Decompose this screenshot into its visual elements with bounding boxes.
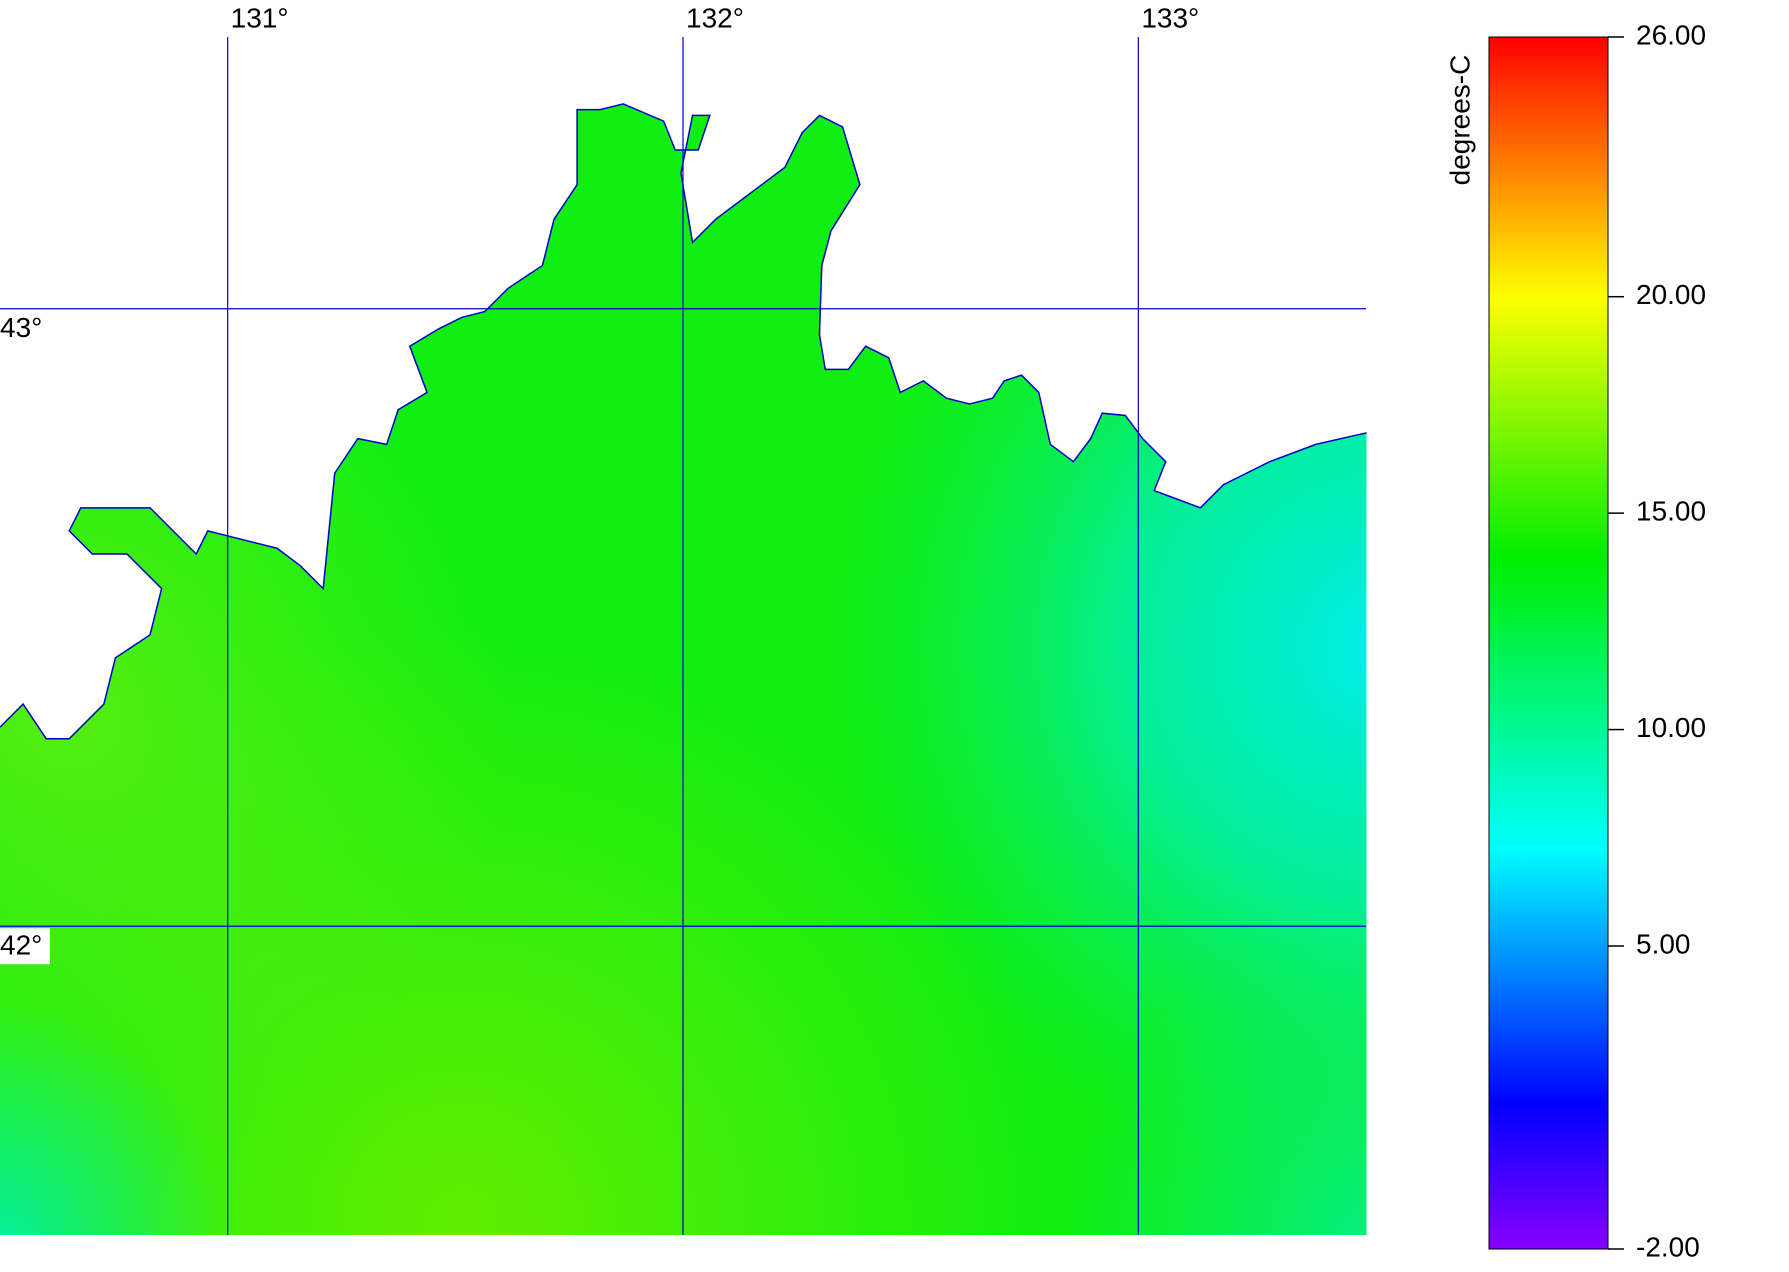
longitude-label: 131°	[231, 2, 289, 33]
colorbar-tick-label: 20.00	[1636, 279, 1706, 310]
longitude-label: 132°	[686, 2, 744, 33]
colorbar-tick-label: -2.00	[1636, 1231, 1700, 1262]
colorbar-tick-label: 10.00	[1636, 712, 1706, 743]
colorbar-ticks: 26.00 20.00 15.00 10.00 5.00 -2.00	[1608, 19, 1706, 1262]
latitude-label: 43°	[0, 312, 42, 343]
latitude-label: 42°	[0, 930, 42, 961]
latitude-label-bg	[0, 310, 50, 347]
graticule: 131° 132° 133° 43° 42°	[0, 2, 1366, 1235]
colorbar	[1488, 36, 1609, 1250]
colorbar-tick-label: 15.00	[1636, 496, 1706, 527]
colorbar-tick-label: 26.00	[1636, 19, 1706, 50]
latitude-label-bg	[0, 928, 50, 965]
colorbar-label: degrees-C	[1444, 55, 1475, 186]
coastline	[0, 103, 1367, 740]
longitude-label: 133°	[1141, 2, 1199, 33]
colorbar-tick-label: 5.00	[1636, 928, 1691, 959]
